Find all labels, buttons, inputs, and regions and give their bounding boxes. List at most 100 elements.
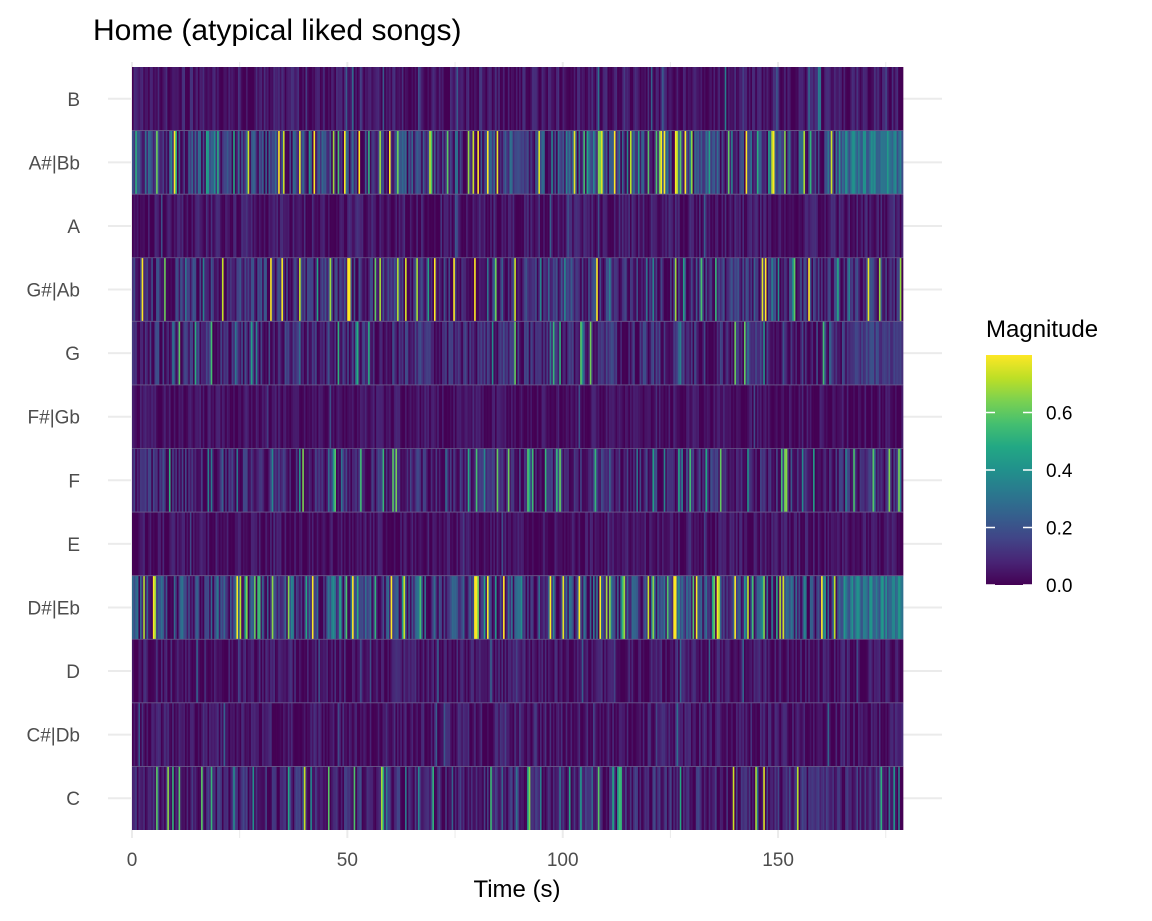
heatmap-cell xyxy=(700,512,703,576)
heatmap-cell xyxy=(734,575,737,640)
heatmap-cell xyxy=(401,512,404,576)
heatmap-cell xyxy=(413,257,416,322)
heatmap-cell xyxy=(356,130,359,195)
heatmap-cell xyxy=(170,130,173,195)
heatmap-cell xyxy=(413,702,416,767)
heatmap-cell xyxy=(194,512,197,576)
heatmap-cell xyxy=(196,575,199,640)
heatmap-cell xyxy=(477,512,480,576)
heatmap-cell xyxy=(864,194,867,258)
heatmap-cell xyxy=(544,512,547,576)
heatmap-cell xyxy=(165,321,168,385)
heatmap-cell xyxy=(435,766,438,830)
heatmap-cell xyxy=(292,194,295,258)
heatmap-cell xyxy=(266,321,269,385)
heatmap-cell xyxy=(854,448,857,513)
heatmap-cell xyxy=(165,257,168,322)
heatmap-cell xyxy=(657,321,660,385)
heatmap-cell xyxy=(568,257,571,322)
heatmap-cell xyxy=(193,639,195,703)
heatmap-cell xyxy=(401,639,404,703)
heatmap-cell xyxy=(342,130,345,195)
heatmap-cell xyxy=(715,766,718,830)
heatmap-cell xyxy=(221,384,224,449)
heatmap-cell xyxy=(335,512,338,576)
heatmap-cell xyxy=(164,639,167,703)
heatmap-cell xyxy=(438,639,441,703)
heatmap-cell xyxy=(862,639,865,703)
heatmap-cell xyxy=(244,130,247,195)
heatmap-cell xyxy=(133,702,136,767)
heatmap-cell xyxy=(350,702,353,767)
heatmap-cell xyxy=(891,448,894,513)
heatmap-cell xyxy=(379,702,382,767)
heatmap-cell xyxy=(684,257,687,322)
heatmap-cell xyxy=(665,194,668,258)
heatmap-cell xyxy=(687,321,690,385)
heatmap-cell xyxy=(297,575,300,640)
heatmap-cell xyxy=(181,512,184,576)
heatmap-cell xyxy=(289,257,292,322)
heatmap-cell xyxy=(580,384,583,449)
heatmap-cell xyxy=(448,512,451,576)
heatmap-cell xyxy=(878,766,881,830)
heatmap-cell xyxy=(602,639,605,703)
heatmap-cell xyxy=(239,194,242,258)
heatmap-cell xyxy=(507,448,510,513)
heatmap-cell xyxy=(864,766,867,830)
heatmap-cell xyxy=(233,130,236,195)
heatmap-cell xyxy=(196,257,199,322)
heatmap-cell xyxy=(848,194,851,258)
heatmap-cell xyxy=(178,766,181,830)
heatmap-cell xyxy=(506,512,509,576)
heatmap-cell xyxy=(405,321,408,385)
heatmap-cell xyxy=(776,384,779,449)
heatmap-cell xyxy=(437,194,440,258)
heatmap-cell xyxy=(788,639,791,703)
heatmap-cell xyxy=(631,321,634,385)
heatmap-cell xyxy=(149,130,152,195)
heatmap-cell xyxy=(745,257,748,322)
heatmap-cell xyxy=(228,384,231,449)
heatmap-cell xyxy=(234,257,237,322)
heatmap-cell xyxy=(194,448,197,513)
heatmap-cell xyxy=(617,639,620,703)
heatmap-cell xyxy=(175,702,178,767)
heatmap-cell xyxy=(788,512,791,576)
heatmap-cell xyxy=(731,702,734,767)
heatmap-cell xyxy=(758,448,761,513)
heatmap-cell xyxy=(576,766,579,830)
heatmap-cell xyxy=(875,575,878,640)
heatmap-cell xyxy=(199,575,202,640)
heatmap-cell xyxy=(674,512,677,576)
heatmap-cell xyxy=(557,194,560,258)
heatmap-cell xyxy=(663,257,666,322)
heatmap-cell xyxy=(647,321,650,385)
heatmap-cell xyxy=(859,702,862,767)
heatmap-cell xyxy=(731,512,734,576)
heatmap-cell xyxy=(144,257,147,322)
heatmap-cell xyxy=(642,512,645,576)
heatmap-cell xyxy=(437,448,440,513)
heatmap-cell xyxy=(830,257,833,322)
heatmap-cell xyxy=(514,257,517,322)
heatmap-cell xyxy=(284,194,287,258)
heatmap-cell xyxy=(379,766,382,830)
heatmap-cell xyxy=(271,575,274,640)
heatmap-cell xyxy=(694,321,697,385)
heatmap-cell xyxy=(143,130,146,195)
heatmap-cell xyxy=(302,194,305,258)
heatmap-cell xyxy=(485,257,488,322)
heatmap-cell xyxy=(491,639,494,703)
heatmap-cell xyxy=(321,639,324,703)
heatmap-cell xyxy=(429,194,432,258)
heatmap-cell xyxy=(752,257,754,322)
heatmap-cell xyxy=(567,639,570,703)
heatmap-cell xyxy=(522,639,525,703)
heatmap-cell xyxy=(501,702,504,767)
heatmap-cell xyxy=(340,384,343,449)
heatmap-cell xyxy=(164,384,167,449)
heatmap-cell xyxy=(551,448,554,513)
heatmap-cell xyxy=(687,639,690,703)
heatmap-cell xyxy=(663,321,666,385)
